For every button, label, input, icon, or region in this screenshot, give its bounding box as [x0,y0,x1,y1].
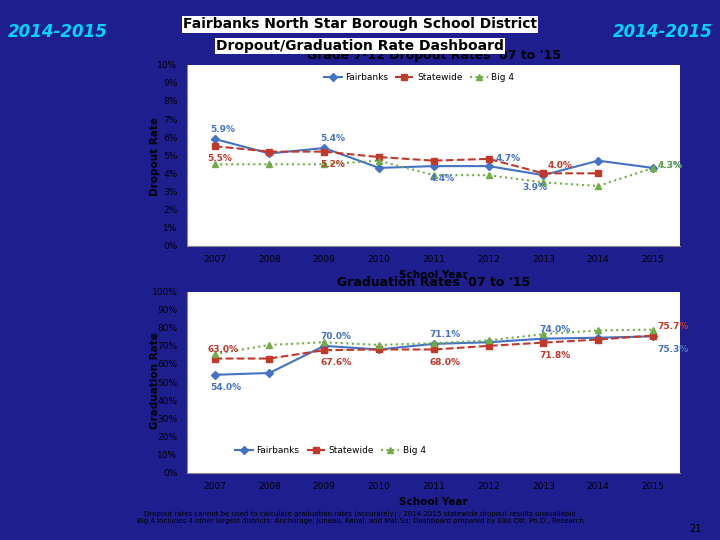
Statewide [374,154,383,160]
Fairbanks [539,335,548,342]
Text: 4.3%: 4.3% [657,161,682,170]
Text: Dropout rates cannot be used to calculate graduation rates (accurately) ; 2014-2: Dropout rates cannot be used to calculat… [137,511,583,524]
Line: Statewide: Statewide [212,333,656,361]
Statewide [485,156,493,162]
Text: 4.3%: 4.3% [657,161,682,170]
Fairbanks [539,172,548,178]
Big 4 [320,339,328,346]
Text: 4.4%: 4.4% [430,174,455,184]
Statewide [265,148,274,155]
Big 4 [265,342,274,348]
Big 4 [649,165,657,171]
Statewide [430,158,438,164]
Text: 5.2%: 5.2% [320,160,345,169]
Text: 4.0%: 4.0% [548,161,572,170]
Fairbanks [485,339,493,346]
Statewide [539,170,548,177]
Big 4 [594,327,603,334]
Statewide [374,346,383,353]
Big 4 [374,342,383,348]
Text: Graduation Rate: Graduation Rate [150,332,160,429]
Text: 74.0%: 74.0% [539,325,570,334]
Text: Dropout Rate: Dropout Rate [150,117,160,196]
Fairbanks [210,372,219,378]
Text: 2014-2015: 2014-2015 [613,23,712,42]
Statewide [320,347,328,354]
Text: 54.0%: 54.0% [210,383,241,392]
Text: 2014-2015: 2014-2015 [8,23,107,42]
Statewide [210,143,219,150]
Text: 75.7%: 75.7% [657,322,688,330]
Fairbanks [374,165,383,171]
Text: 71.8%: 71.8% [539,351,570,360]
Text: 67.6%: 67.6% [320,359,351,368]
Big 4 [374,158,383,164]
Statewide [430,346,438,353]
Big 4 [539,331,548,338]
Statewide [594,170,603,177]
Statewide [594,336,603,343]
Fairbanks [265,150,274,157]
Text: 70.0%: 70.0% [320,332,351,341]
Statewide [649,332,657,339]
Fairbanks [430,341,438,347]
Big 4 [430,172,438,178]
Fairbanks [265,370,274,376]
Text: 75.3%: 75.3% [657,345,688,354]
Legend: Fairbanks, Statewide, Big 4: Fairbanks, Statewide, Big 4 [231,443,429,459]
Fairbanks [320,343,328,349]
Line: Fairbanks: Fairbanks [212,136,656,178]
Fairbanks [210,136,219,142]
X-axis label: School Year: School Year [400,270,468,280]
Fairbanks [649,333,657,340]
Text: 4.7%: 4.7% [495,153,521,163]
Big 4 [430,340,438,346]
Fairbanks [374,346,383,353]
Text: 5.9%: 5.9% [210,125,235,134]
Line: Statewide: Statewide [212,144,601,176]
Line: Big 4: Big 4 [212,158,656,189]
Fairbanks [485,163,493,170]
X-axis label: School Year: School Year [400,497,468,507]
Text: 21: 21 [690,523,702,534]
Statewide [210,355,219,362]
Legend: Fairbanks, Statewide, Big 4: Fairbanks, Statewide, Big 4 [320,69,518,85]
Statewide [539,339,548,346]
Text: 68.0%: 68.0% [430,358,461,367]
Text: 5.4%: 5.4% [320,134,345,143]
Fairbanks [430,163,438,170]
Big 4 [265,161,274,167]
Big 4 [210,351,219,357]
Big 4 [649,326,657,333]
Text: 71.1%: 71.1% [430,330,461,339]
Big 4 [320,161,328,167]
Fairbanks [649,165,657,171]
Text: Fairbanks North Star Borough School District: Fairbanks North Star Borough School Dist… [183,17,537,31]
Big 4 [594,183,603,189]
Fairbanks [320,145,328,151]
Statewide [320,148,328,155]
Text: 63.0%: 63.0% [207,345,238,354]
Text: Dropout/Graduation Rate Dashboard: Dropout/Graduation Rate Dashboard [216,39,504,53]
Big 4 [485,337,493,343]
Statewide [485,343,493,349]
Title: Graduation Rates '07 to '15: Graduation Rates '07 to '15 [337,276,531,289]
Text: 3.9%: 3.9% [523,184,548,192]
Statewide [265,355,274,362]
Fairbanks [594,158,603,164]
Big 4 [539,179,548,186]
Line: Fairbanks: Fairbanks [212,334,656,377]
Text: 5.5%: 5.5% [207,154,233,164]
Line: Big 4: Big 4 [212,327,656,357]
Title: Grade 7-12 Dropout Rates '07 to '15: Grade 7-12 Dropout Rates '07 to '15 [307,49,561,62]
Fairbanks [594,334,603,341]
Big 4 [485,172,493,178]
Big 4 [210,161,219,167]
